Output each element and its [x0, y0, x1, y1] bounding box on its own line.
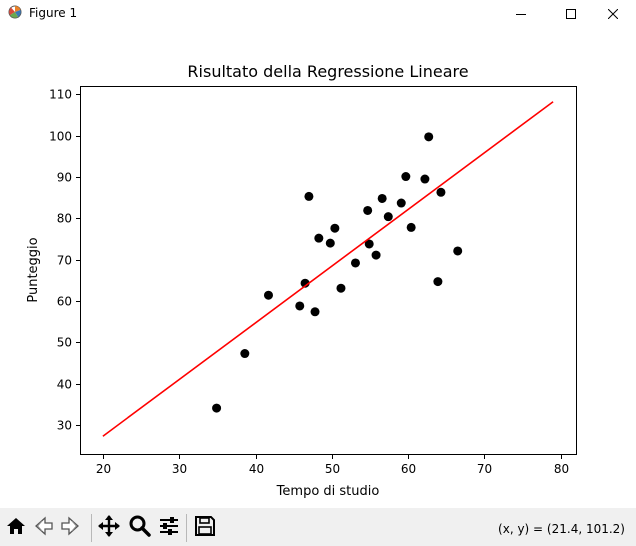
scatter-point	[436, 187, 446, 197]
x-axis-label: Tempo di studio	[276, 484, 380, 499]
x-tick-label: 30	[172, 462, 187, 476]
y-tick-label: 60	[57, 295, 72, 309]
x-tick-label: 70	[477, 462, 492, 476]
scatter-point	[396, 198, 406, 208]
x-tick-label: 20	[96, 462, 111, 476]
scatter-point	[453, 246, 463, 256]
back-icon	[33, 515, 55, 541]
pan-button[interactable]	[97, 514, 121, 542]
forward-button[interactable]	[58, 516, 82, 540]
navigation-toolbar: (x, y) = (21.4, 101.2)	[0, 508, 636, 546]
scatter-point	[263, 290, 273, 300]
home-button[interactable]	[4, 516, 28, 540]
minimize-icon	[516, 4, 526, 23]
scatter-point	[377, 193, 387, 203]
configure-subplots-icon	[158, 515, 180, 541]
scatter-point	[330, 223, 340, 233]
matplotlib-icon	[7, 4, 23, 20]
scatter-point	[406, 222, 416, 232]
x-tick-label: 50	[325, 462, 340, 476]
scatter-point	[350, 258, 360, 268]
window-title: Figure 1	[29, 6, 78, 20]
scatter-point	[371, 250, 381, 260]
maximize-button[interactable]	[548, 0, 594, 27]
scatter-point	[240, 349, 250, 359]
scatter-point	[401, 172, 411, 182]
close-button[interactable]	[590, 0, 636, 27]
scatter-point	[295, 301, 305, 311]
y-tick-label: 50	[57, 336, 72, 350]
chart-title: Risultato della Regressione Lineare	[187, 62, 468, 81]
cursor-coordinates: (x, y) = (21.4, 101.2)	[498, 522, 625, 536]
y-tick-label: 70	[57, 254, 72, 268]
x-tick-label: 40	[249, 462, 264, 476]
home-icon	[5, 515, 27, 541]
scatter-chart: 20 30 40 50 60 70 80 30 40 50 60 70 80 90 100 110 Risul…	[26, 62, 577, 499]
configure-subplots-button[interactable]	[157, 516, 181, 540]
x-tick-label: 60	[401, 462, 416, 476]
pan-icon	[97, 514, 121, 542]
y-tick-label: 30	[57, 419, 72, 433]
back-button[interactable]	[32, 516, 56, 540]
y-tick-label: 90	[57, 171, 72, 185]
y-tick-label: 80	[57, 212, 72, 226]
scatter-point	[300, 278, 310, 288]
zoom-button[interactable]	[128, 514, 152, 542]
maximize-icon	[566, 4, 576, 23]
save-icon	[194, 515, 216, 541]
scatter-point	[212, 403, 222, 413]
scatter-point	[314, 233, 324, 243]
figure-canvas[interactable]: 20 30 40 50 60 70 80 30 40 50 60 70 80 90 100 110 Risul…	[0, 27, 636, 508]
y-tick-label: 100	[49, 130, 72, 144]
toolbar-separator	[91, 514, 92, 542]
y-axis-label: Punteggio	[26, 237, 41, 302]
scatter-point	[336, 283, 346, 293]
x-tick-label: 80	[554, 462, 569, 476]
save-button[interactable]	[193, 516, 217, 540]
close-icon	[607, 4, 619, 23]
scatter-point	[424, 132, 434, 142]
scatter-point	[364, 239, 374, 249]
scatter-point	[325, 238, 335, 248]
zoom-icon	[128, 514, 152, 542]
scatter-point	[433, 277, 443, 287]
forward-icon	[59, 515, 81, 541]
y-tick-label: 110	[49, 88, 72, 102]
regression-line	[102, 101, 554, 437]
scatter-point	[363, 205, 373, 215]
scatter-point	[420, 174, 430, 184]
axes-frame	[80, 86, 577, 455]
scatter-point	[310, 307, 320, 317]
window-titlebar: Figure 1	[0, 0, 636, 27]
y-tick-label: 40	[57, 378, 72, 392]
scatter-point	[383, 212, 393, 222]
minimize-button[interactable]	[498, 0, 544, 27]
scatter-point	[304, 191, 314, 201]
toolbar-separator	[186, 514, 187, 542]
